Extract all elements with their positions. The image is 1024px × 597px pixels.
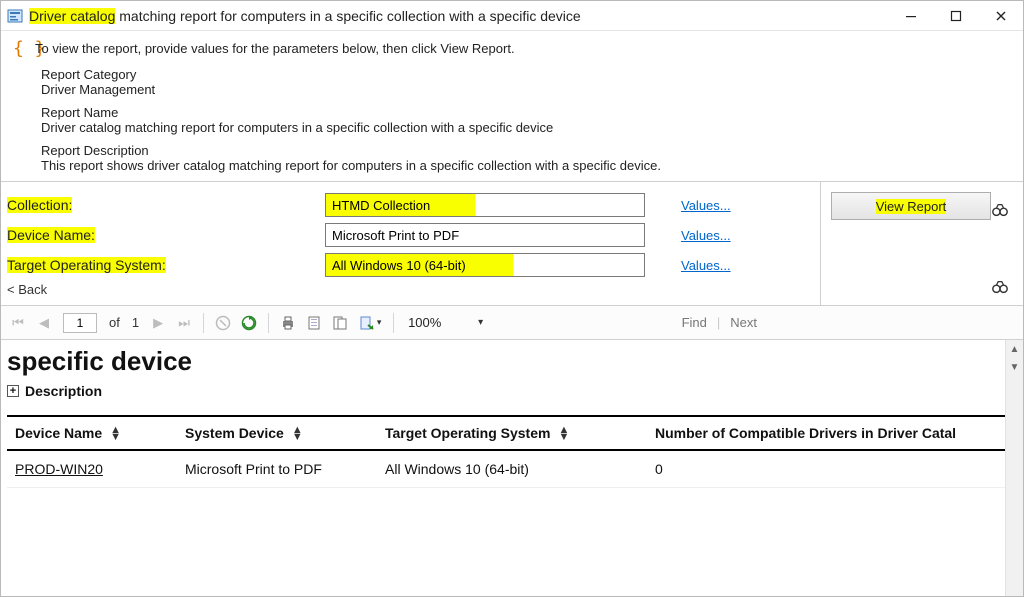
page-number-input[interactable]: [63, 313, 97, 333]
of-label: of: [109, 315, 120, 330]
report-metadata: Report Category Driver Management Report…: [41, 67, 1011, 173]
parameters-fields: Collection: Values... Device Name: Value…: [1, 182, 821, 305]
stop-button[interactable]: [212, 312, 234, 334]
cell-system-device: Microsoft Print to PDF: [177, 450, 377, 488]
cell-target-os: All Windows 10 (64-bit): [377, 450, 647, 488]
collection-input[interactable]: [325, 193, 645, 217]
category-value: Driver Management: [41, 82, 1011, 97]
description-toggle[interactable]: + Description: [7, 383, 1021, 399]
param-row-collection: Collection: Values...: [5, 190, 820, 220]
window-buttons: [888, 1, 1023, 30]
param-label-collection: Collection:: [7, 197, 72, 213]
first-page-button[interactable]: ⏮: [7, 312, 29, 334]
vertical-scrollbar[interactable]: ▲ ▼: [1005, 340, 1023, 596]
param-row-target-os: Target Operating System: Values...: [5, 250, 820, 280]
export-button[interactable]: ▾: [355, 312, 385, 334]
report-body: specific device + Description Device Nam…: [1, 340, 1023, 596]
target-os-input[interactable]: [325, 253, 645, 277]
report-name-label: Report Name: [41, 105, 1011, 120]
report-description-label: Report Description: [41, 143, 1011, 158]
maximize-button[interactable]: [933, 1, 978, 30]
titlebar: Driver catalog matching report for compu…: [1, 1, 1023, 31]
col-system-device[interactable]: System Device▲▼: [177, 416, 377, 450]
binoculars-icon[interactable]: [991, 278, 1009, 299]
sort-icon: ▲▼: [558, 427, 569, 441]
results-table: Device Name▲▼ System Device▲▼ Target Ope…: [7, 415, 1007, 488]
report-window: Driver catalog matching report for compu…: [0, 0, 1024, 597]
print-layout-button[interactable]: [303, 312, 325, 334]
expand-icon: +: [7, 385, 19, 397]
find-next-button[interactable]: Next: [730, 315, 757, 330]
minimize-button[interactable]: [888, 1, 933, 30]
close-button[interactable]: [978, 1, 1023, 30]
scroll-down-icon[interactable]: ▼: [1006, 358, 1023, 376]
col-device-name[interactable]: Device Name▲▼: [7, 416, 177, 450]
table-header-row: Device Name▲▼ System Device▲▼ Target Ope…: [7, 416, 1007, 450]
param-label-target-os: Target Operating System:: [7, 257, 166, 273]
col-target-os[interactable]: Target Operating System▲▼: [377, 416, 647, 450]
next-page-button[interactable]: ▶: [147, 312, 169, 334]
sort-icon: ▲▼: [110, 427, 121, 441]
report-toolbar: ⏮ ◀ of 1 ▶ ⏭ ▾ 100% ▾: [1, 306, 1023, 340]
last-page-button[interactable]: ⏭: [173, 312, 195, 334]
view-report-button[interactable]: View Report: [831, 192, 991, 220]
values-link-target-os[interactable]: Values...: [681, 258, 731, 273]
table-row[interactable]: PROD-WIN20 Microsoft Print to PDF All Wi…: [7, 450, 1007, 488]
find-button[interactable]: Find: [682, 315, 707, 330]
refresh-button[interactable]: [238, 312, 260, 334]
scroll-up-icon[interactable]: ▲: [1006, 340, 1023, 358]
title-highlight: Driver catalog: [29, 8, 115, 24]
parameters-panel: Collection: Values... Device Name: Value…: [1, 182, 1023, 306]
instruction-text: To view the report, provide values for t…: [35, 41, 515, 56]
device-name-input[interactable]: [325, 223, 645, 247]
device-link[interactable]: PROD-WIN20: [15, 461, 103, 477]
values-link-device[interactable]: Values...: [681, 228, 731, 243]
prev-page-button[interactable]: ◀: [33, 312, 55, 334]
values-link-collection[interactable]: Values...: [681, 198, 731, 213]
sort-icon: ▲▼: [292, 427, 303, 441]
find-controls: Find | Next: [682, 315, 1017, 330]
total-pages: 1: [132, 315, 139, 330]
report-name-value: Driver catalog matching report for compu…: [41, 120, 1011, 135]
zoom-select[interactable]: 100% ▾: [402, 315, 489, 330]
chevron-down-icon: ▾: [472, 317, 489, 328]
print-button[interactable]: [277, 312, 299, 334]
window-title: Driver catalog matching report for compu…: [29, 8, 888, 24]
app-icon: [7, 8, 23, 24]
report-description-value: This report shows driver catalog matchin…: [41, 158, 1011, 173]
back-link[interactable]: < Back: [5, 282, 820, 297]
param-label-device: Device Name:: [7, 227, 95, 243]
col-driver-count[interactable]: Number of Compatible Drivers in Driver C…: [647, 416, 1007, 450]
param-row-device: Device Name: Values...: [5, 220, 820, 250]
page-setup-button[interactable]: [329, 312, 351, 334]
category-label: Report Category: [41, 67, 1011, 82]
report-title: specific device: [7, 346, 1021, 377]
cell-driver-count: 0: [647, 450, 1007, 488]
parameters-actions: View Report: [821, 182, 1023, 305]
parameters-icon: { }: [13, 41, 35, 57]
report-header-panel: { } To view the report, provide values f…: [1, 31, 1023, 181]
